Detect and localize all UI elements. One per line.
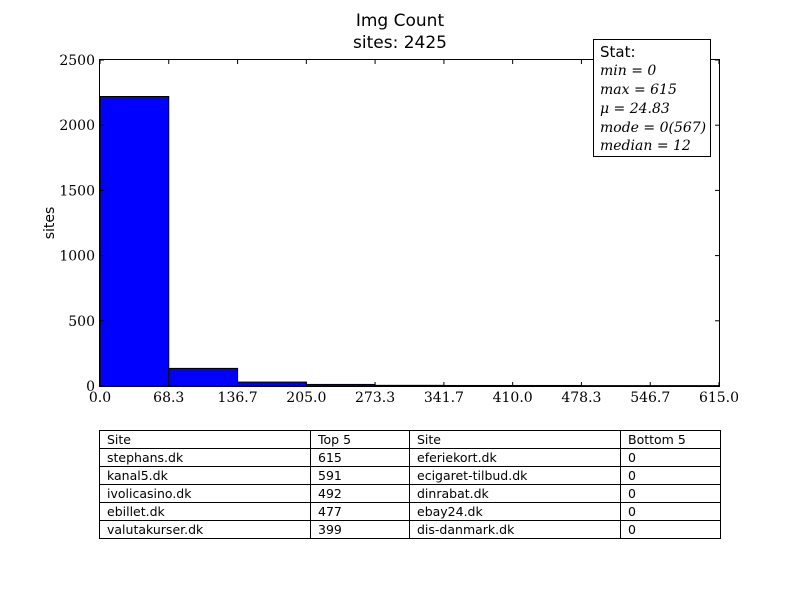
header-bottom-5: Bottom 5 xyxy=(620,430,721,449)
cell-top-site: kanal5.dk xyxy=(99,466,311,485)
header-site-bottom: Site xyxy=(409,430,621,449)
ticks-group: 0.0 68.3 136.7 205.0 273.3 341.7 410.0 478.3 546… xyxy=(59,53,739,406)
cell-bottom-count: 0 xyxy=(620,520,721,539)
table-row: stephans.dk 615 eferiekort.dk 0 xyxy=(99,448,721,467)
header-site-top: Site xyxy=(99,430,311,449)
y-tick-label: 2000 xyxy=(59,118,95,134)
table-row: kanal5.dk 591 ecigaret-tilbud.dk 0 xyxy=(99,466,721,485)
cell-top-site: ivolicasino.dk xyxy=(99,484,311,503)
histogram-bar xyxy=(99,96,170,387)
histogram-bar xyxy=(237,381,307,387)
cell-top-count: 615 xyxy=(310,448,410,467)
top-bottom-table-wrap: Site Top 5 Site Bottom 5 stephans.dk 615 e… xyxy=(99,430,721,539)
y-tick-label: 500 xyxy=(68,314,95,330)
histogram-bar xyxy=(168,367,239,387)
y-tick-label: 2500 xyxy=(59,53,95,69)
header-top-5: Top 5 xyxy=(310,430,410,449)
histogram-bar xyxy=(305,383,376,387)
table-row: ivolicasino.dk 492 dinrabat.dk 0 xyxy=(99,484,721,503)
cell-bottom-site: dis-danmark.dk xyxy=(409,520,621,539)
y-tick-label: 0 xyxy=(86,379,95,395)
stat-min: min = 0 xyxy=(600,63,656,79)
cell-bottom-count: 0 xyxy=(620,466,721,485)
cell-top-site: ebillet.dk xyxy=(99,502,311,521)
x-tick-label: 410.0 xyxy=(493,390,533,406)
x-tick-label: 205.0 xyxy=(286,390,326,406)
cell-bottom-site: eferiekort.dk xyxy=(409,448,621,467)
stat-mode: mode = 0(567) xyxy=(600,120,706,136)
stat-heading: Stat: xyxy=(600,43,636,61)
x-tick-label: 68.3 xyxy=(153,390,184,406)
chart-title: Img Count xyxy=(356,11,445,31)
x-tick-label: 273.3 xyxy=(355,390,395,406)
cell-bottom-site: ecigaret-tilbud.dk xyxy=(409,466,621,485)
stat-median: median = 12 xyxy=(600,138,691,154)
top-bottom-table: Site Top 5 Site Bottom 5 stephans.dk 615 e… xyxy=(99,430,721,539)
histogram-bar xyxy=(374,384,445,387)
stat-box-frame xyxy=(593,39,711,157)
cell-bottom-site: ebay24.dk xyxy=(409,502,621,521)
cell-bottom-count: 0 xyxy=(620,448,721,467)
plot-frame xyxy=(99,59,720,387)
histogram-bar xyxy=(443,384,514,387)
histogram-chart: Img Count sites: 2425 sites 0.0 68.3 136.7… xyxy=(42,11,739,406)
y-tick-label: 1500 xyxy=(59,183,95,199)
cell-top-count: 399 xyxy=(310,520,410,539)
x-tick-label: 0.0 xyxy=(89,390,111,406)
cell-bottom-site: dinrabat.dk xyxy=(409,484,621,503)
stat-max: max = 615 xyxy=(600,82,677,98)
x-tick-label: 546.7 xyxy=(630,390,670,406)
y-tick-label: 1000 xyxy=(59,249,95,265)
histogram-bar xyxy=(512,384,582,387)
cell-bottom-count: 0 xyxy=(620,484,721,503)
chart-subtitle: sites: 2425 xyxy=(353,33,447,53)
cell-top-site: stephans.dk xyxy=(99,448,311,467)
stat-box: Stat: min = 0 max = 615 μ = 24.83 mode =… xyxy=(593,39,711,157)
cell-top-count: 591 xyxy=(310,466,410,485)
cell-bottom-count: 0 xyxy=(620,502,721,521)
x-tick-label: 341.7 xyxy=(424,390,464,406)
cell-top-site: valutakurser.dk xyxy=(99,520,311,539)
x-tick-label: 478.3 xyxy=(561,390,601,406)
table-row: valutakurser.dk 399 dis-danmark.dk 0 xyxy=(99,520,721,539)
table-header-row: Site Top 5 Site Bottom 5 xyxy=(99,430,721,449)
table-row: ebillet.dk 477 ebay24.dk 0 xyxy=(99,502,721,521)
bars-group xyxy=(99,96,720,387)
cell-top-count: 477 xyxy=(310,502,410,521)
stat-mean: μ = 24.83 xyxy=(600,101,670,117)
cell-top-count: 492 xyxy=(310,484,410,503)
x-tick-label: 615.0 xyxy=(699,390,739,406)
y-axis-label: sites xyxy=(42,207,58,240)
x-tick-label: 136.7 xyxy=(218,390,258,406)
